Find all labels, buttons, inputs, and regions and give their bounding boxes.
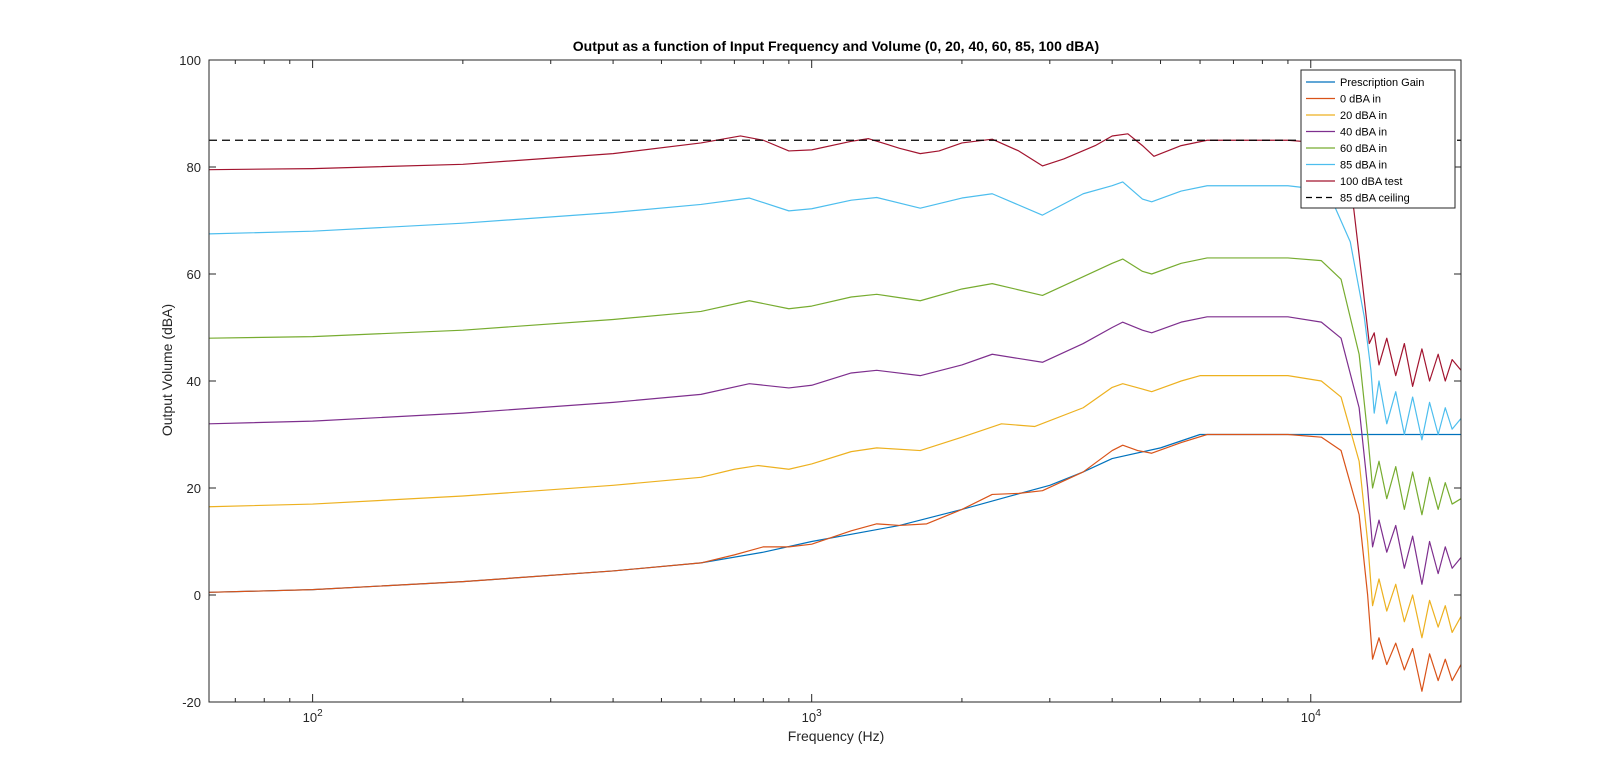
plot-area [209, 60, 1461, 702]
legend-entry-4: 60 dBA in [1340, 143, 1387, 155]
y-tick-label-0: -20 [182, 695, 201, 710]
y-axis-label: Output Volume (dBA) [159, 304, 175, 436]
plot-background [209, 60, 1461, 702]
y-tick-label-3: 40 [187, 374, 201, 389]
legend: Prescription Gain 0 dBA in 20 dBA in 40 dBA… [1300, 69, 1456, 209]
series-line-2 [208, 375, 1462, 639]
legend-entry-1: 0 dBA in [1340, 94, 1381, 106]
x-tick-label-0: 102 [303, 708, 323, 725]
y-tick-label-4: 60 [187, 267, 201, 282]
series-line-1 [208, 433, 1462, 692]
legend-box [1300, 69, 1456, 209]
series-layer [208, 133, 1462, 692]
legend-entry-2: 20 dBA in [1340, 110, 1387, 122]
y-tick-label-5: 80 [187, 160, 201, 175]
series-line-3 [208, 316, 1462, 585]
x-tick-label-2: 104 [1301, 708, 1321, 725]
chart-title: Output as a function of Input Frequency … [573, 38, 1099, 54]
y-tick-label-6: 100 [179, 53, 201, 68]
axes-layer: -20 0 20 40 60 80 100 102 103 104 [179, 53, 1462, 725]
x-tick-label-1: 103 [802, 708, 822, 725]
y-tick-label-1: 0 [194, 588, 201, 603]
legend-entry-7: 85 dBA ceiling [1340, 193, 1410, 205]
legend-entry-3: 40 dBA in [1340, 127, 1387, 139]
legend-entry-0: Prescription Gain [1340, 77, 1424, 89]
y-tick-label-2: 20 [187, 481, 201, 496]
x-axis-label: Frequency (Hz) [788, 728, 884, 744]
series-line-5 [208, 181, 1462, 441]
series-line-4 [208, 257, 1462, 516]
legend-entry-6: 100 dBA test [1340, 176, 1402, 188]
legend-entry-5: 85 dBA in [1340, 160, 1387, 172]
